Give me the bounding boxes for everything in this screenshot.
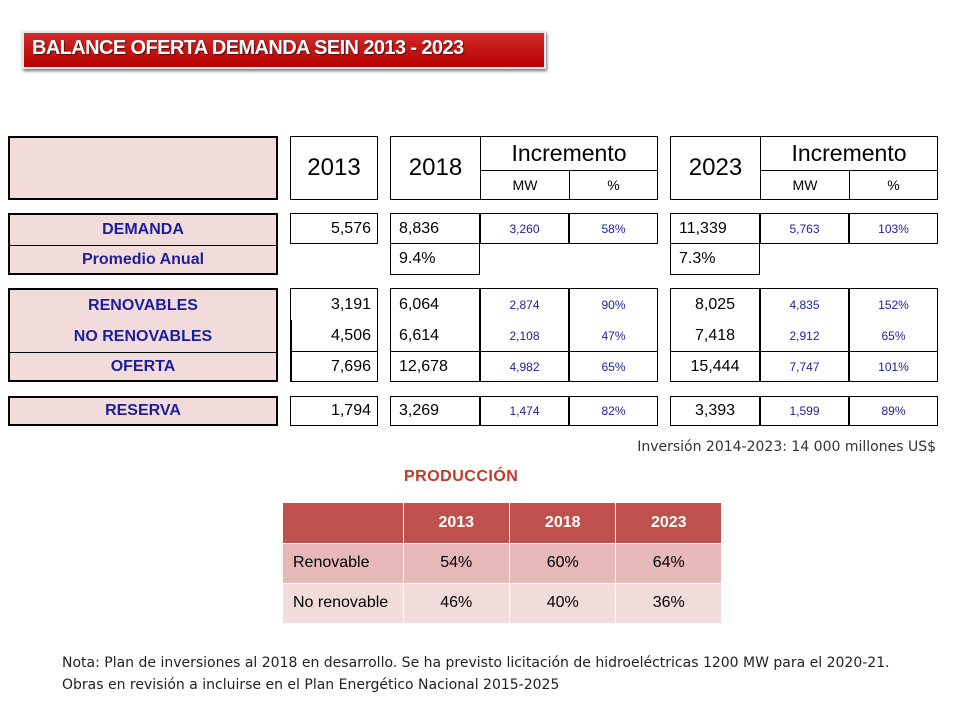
oferta-2018-block: 6,064 2,874 90% 6,614 2,108 47% 12,678 4… — [390, 288, 658, 382]
header-2013: 2013 — [290, 136, 378, 200]
produccion-no-renovable-2023: 36% — [615, 582, 721, 623]
header-2023: 2023 — [671, 137, 761, 199]
header-2018-block: 2018 Incremento MW % — [390, 136, 658, 200]
header-label-box — [8, 136, 278, 200]
produccion-label-no-renovable: No renovable — [283, 582, 403, 623]
no-renovables-2023: 7,418 — [671, 320, 760, 351]
demanda-inc23-pct: 103% — [849, 214, 937, 243]
reserva-inc23-pct: 89% — [849, 397, 937, 425]
reserva-2013: 1,794 — [290, 396, 378, 426]
produccion-header-2018: 2018 — [508, 503, 616, 543]
no-renovables-inc23-mw: 2,912 — [760, 320, 849, 351]
label-promedio: Promedio Anual — [10, 245, 276, 273]
incremento-2018-label: Incremento — [481, 137, 657, 171]
renovables-2023: 8,025 — [671, 289, 760, 320]
reserva-inc18-mw: 1,474 — [480, 397, 569, 425]
reserva-2018-block: 3,269 1,474 82% — [390, 396, 658, 426]
label-no-renovables: NO RENOVABLES — [73, 327, 213, 345]
oferta-2018: 12,678 — [391, 352, 480, 381]
oferta-2013-block: 3,191 4,506 7,696 — [290, 288, 378, 382]
demanda-inc23-mw: 5,763 — [760, 214, 849, 243]
inversion-note: Inversión 2014-2023: 14 000 millones US$ — [637, 439, 936, 455]
produccion-renovable-2013: 54% — [402, 542, 510, 583]
no-renovables-inc18-pct: 47% — [569, 320, 657, 351]
renovables-inc23-pct: 152% — [849, 289, 937, 320]
demanda-2023-block: 11,339 5,763 103% 7.3% — [670, 213, 938, 275]
produccion-row-renovable: Renovable 54% 60% 64% — [283, 542, 721, 583]
produccion-title: PRODUCCIÓN — [404, 468, 519, 485]
no-renovables-inc23-pct: 65% — [849, 320, 937, 351]
demanda-2013: 5,576 — [290, 213, 378, 244]
header-2023-block: 2023 Incremento MW % — [670, 136, 938, 200]
label-oferta: OFERTA — [10, 352, 276, 380]
oferta-inc18-mw: 4,982 — [480, 352, 569, 381]
renovables-2013: 3,191 — [330, 295, 371, 313]
renovables-inc18-mw: 2,874 — [480, 289, 569, 320]
oferta-inc23-mw: 7,747 — [760, 352, 849, 381]
produccion-no-renovable-2013: 46% — [402, 582, 510, 623]
oferta-inc23-pct: 101% — [849, 352, 937, 381]
produccion-table: 2013 2018 2023 Renovable 54% 60% 64% No … — [283, 503, 721, 623]
no-renovables-2013: 4,506 — [291, 320, 377, 351]
oferta-label-box: RENOVABLES NO RENOVABLES OFERTA — [8, 288, 278, 382]
oferta-2023-block: 8,025 4,835 152% 7,418 2,912 65% 15,444 … — [670, 288, 938, 382]
demanda-2018: 8,836 — [391, 214, 480, 243]
produccion-label-renovable: Renovable — [283, 542, 403, 583]
produccion-renovable-2018: 60% — [508, 542, 616, 583]
renovables-inc23-mw: 4,835 — [760, 289, 849, 320]
demanda-label-box: DEMANDA Promedio Anual — [8, 213, 278, 275]
demanda-2023: 11,339 — [671, 214, 760, 243]
promedio-2018: 9.4% — [390, 243, 480, 275]
produccion-header-blank — [283, 503, 403, 543]
incremento-2023-label: Incremento — [761, 137, 937, 171]
reserva-2023: 3,393 — [671, 397, 760, 425]
title-banner: BALANCE OFERTA DEMANDA SEIN 2013 - 2023 — [22, 31, 546, 69]
reserva-2018: 3,269 — [391, 397, 480, 425]
reserva-label-box: RESERVA — [8, 396, 278, 426]
produccion-row-no-renovable: No renovable 46% 40% 36% — [283, 582, 721, 623]
pct-2018: % — [607, 177, 620, 193]
pct-2023: % — [887, 177, 900, 193]
demanda-inc18-mw: 3,260 — [480, 214, 569, 243]
renovables-inc18-pct: 90% — [569, 289, 657, 320]
renovables-2018: 6,064 — [391, 289, 480, 320]
produccion-no-renovable-2018: 40% — [508, 582, 616, 623]
reserva-2023-block: 3,393 1,599 89% — [670, 396, 938, 426]
no-renovables-2018: 6,614 — [391, 320, 480, 351]
label-renovables: RENOVABLES — [88, 296, 198, 314]
oferta-2013: 7,696 — [291, 351, 377, 381]
mw-2018: MW — [481, 171, 570, 199]
header-2018: 2018 — [391, 137, 481, 199]
no-renovables-inc18-mw: 2,108 — [480, 320, 569, 351]
reserva-inc23-mw: 1,599 — [760, 397, 849, 425]
produccion-header-2023: 2023 — [615, 503, 721, 543]
incremento-2023: Incremento MW % — [761, 137, 937, 199]
demanda-inc18-pct: 58% — [569, 214, 657, 243]
produccion-header-2013: 2013 — [402, 503, 510, 543]
oferta-2023: 15,444 — [671, 352, 760, 381]
produccion-header-row: 2013 2018 2023 — [283, 503, 721, 543]
produccion-renovable-2023: 64% — [615, 542, 721, 583]
label-demanda: DEMANDA — [102, 221, 184, 238]
footnote: Nota: Plan de inversiones al 2018 en des… — [62, 655, 890, 693]
promedio-2023: 7.3% — [670, 243, 760, 275]
reserva-inc18-pct: 82% — [569, 397, 657, 425]
label-reserva: RESERVA — [105, 402, 181, 419]
oferta-inc18-pct: 65% — [569, 352, 657, 381]
mw-2023: MW — [761, 171, 850, 199]
demanda-2018-block: 8,836 3,260 58% 9.4% — [390, 213, 658, 275]
incremento-2018: Incremento MW % — [481, 137, 657, 199]
